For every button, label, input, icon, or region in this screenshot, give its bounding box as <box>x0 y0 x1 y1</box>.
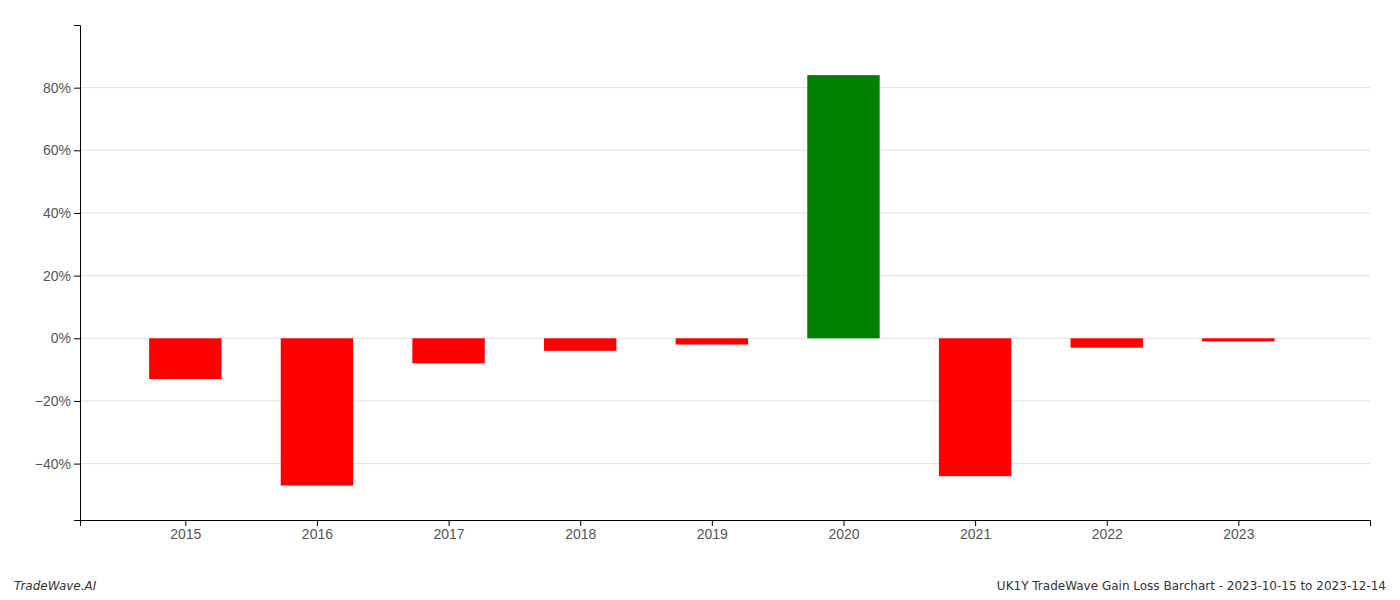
x-tick: 2015 <box>170 520 201 542</box>
y-tick: 20% <box>43 268 80 284</box>
y-tick-label: 40% <box>43 205 71 221</box>
y-tick: −40% <box>35 456 80 472</box>
x-tick: 2016 <box>302 520 333 542</box>
grid-line <box>80 275 1370 276</box>
y-tick-mark <box>74 150 80 151</box>
y-tick-label: 60% <box>43 142 71 158</box>
y-tick: 80% <box>43 80 80 96</box>
bar <box>149 338 221 379</box>
y-tick: 60% <box>43 142 80 158</box>
x-tick-label: 2020 <box>828 526 859 542</box>
x-tick-label: 2018 <box>565 526 596 542</box>
y-tick-mark <box>74 338 80 339</box>
y-tick-mark <box>74 401 80 402</box>
y-tick: −20% <box>35 393 80 409</box>
y-tick-mark <box>74 88 80 89</box>
y-tick-mark <box>74 276 80 277</box>
x-tick-label: 2015 <box>170 526 201 542</box>
x-tick: 2017 <box>433 520 464 542</box>
x-tick: 2018 <box>565 520 596 542</box>
x-tick: 2021 <box>960 520 991 542</box>
grid-line <box>80 87 1370 88</box>
x-tick: 2020 <box>828 520 859 542</box>
footer-left: TradeWave.AI <box>14 579 97 593</box>
chart: 2015 2016 2017 2018 2019 2020 2021 2022 2023 −40%… <box>0 0 1400 600</box>
bar <box>807 75 879 338</box>
y-axis-line <box>74 26 81 521</box>
y-tick-label: −20% <box>35 393 71 409</box>
grid-line <box>80 463 1370 464</box>
x-tick-label: 2021 <box>960 526 991 542</box>
y-tick-mark <box>74 213 80 214</box>
x-tick-label: 2017 <box>433 526 464 542</box>
x-axis: 2015 2016 2017 2018 2019 2020 2021 2022 2023 <box>81 520 1371 542</box>
y-tick: 0% <box>51 330 80 346</box>
y-tick-mark <box>74 464 80 465</box>
bar <box>676 338 748 344</box>
bar <box>412 338 484 363</box>
y-tick-label: 20% <box>43 268 71 284</box>
x-tick-label: 2019 <box>697 526 728 542</box>
y-axis: −40% −20% 0% 20% 40% 60% 80% <box>35 26 81 521</box>
bar <box>1071 338 1143 347</box>
bar <box>281 338 353 485</box>
x-tick: 2023 <box>1223 520 1254 542</box>
plot: 2015 2016 2017 2018 2019 2020 2021 2022 2023 −40%… <box>35 26 1371 542</box>
x-tick-label: 2023 <box>1223 526 1254 542</box>
grid-line <box>80 212 1370 213</box>
grid-line <box>80 400 1370 401</box>
y-tick-label: 80% <box>43 80 71 96</box>
y-tick: 40% <box>43 205 80 221</box>
bar <box>939 338 1011 476</box>
grid <box>80 88 1370 464</box>
x-tick-label: 2016 <box>302 526 333 542</box>
grid-line <box>80 150 1370 151</box>
x-tick: 2022 <box>1092 520 1123 542</box>
bar <box>544 338 616 351</box>
bars <box>149 75 1274 485</box>
y-tick-label: 0% <box>51 330 71 346</box>
y-tick-label: −40% <box>35 456 71 472</box>
bar <box>1202 338 1274 341</box>
x-tick-label: 2022 <box>1092 526 1123 542</box>
x-tick: 2019 <box>697 520 728 542</box>
footer-right: UK1Y TradeWave Gain Loss Barchart - 2023… <box>997 579 1386 593</box>
